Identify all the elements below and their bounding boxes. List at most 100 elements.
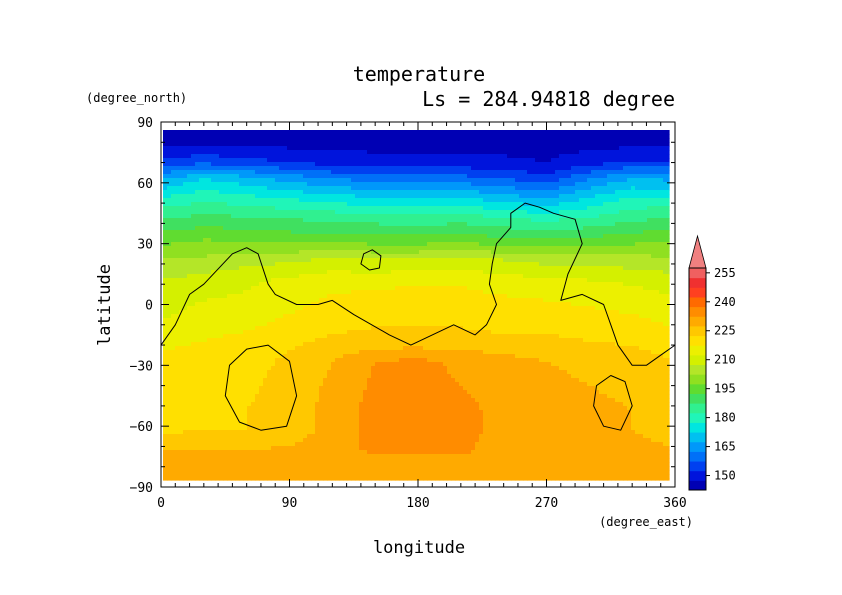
temperature-cell (335, 210, 340, 215)
temperature-cell (523, 154, 528, 159)
temperature-cell (243, 162, 248, 167)
temperature-cell (555, 218, 560, 223)
temperature-cell (635, 150, 640, 155)
temperature-cell (347, 278, 352, 283)
temperature-cell (463, 154, 468, 159)
temperature-cell (495, 202, 500, 207)
temperature-cell (175, 262, 180, 267)
temperature-cell (595, 182, 600, 187)
temperature-cell (647, 222, 652, 227)
temperature-cell (403, 174, 408, 179)
temperature-cell (347, 266, 352, 271)
temperature-cell (555, 154, 560, 159)
temperature-cell (643, 134, 648, 139)
temperature-cell (163, 286, 168, 291)
temperature-cell (591, 150, 596, 155)
temperature-cell (227, 190, 232, 195)
temperature-cell (475, 130, 480, 135)
temperature-cell (235, 138, 240, 143)
temperature-cell (431, 158, 436, 163)
temperature-cell (587, 282, 592, 287)
temperature-cell (203, 226, 208, 231)
temperature-cell (423, 166, 428, 171)
temperature-cell (407, 162, 412, 167)
temperature-cell (251, 202, 256, 207)
temperature-cell (615, 174, 620, 179)
temperature-cell (371, 178, 376, 183)
temperature-cell (307, 158, 312, 163)
temperature-cell (339, 250, 344, 255)
temperature-cell (275, 242, 280, 247)
temperature-cell (251, 222, 256, 227)
temperature-cell (507, 178, 512, 183)
temperature-cell (503, 146, 508, 151)
temperature-cell (563, 258, 568, 263)
temperature-cell (475, 270, 480, 275)
temperature-cell (279, 174, 284, 179)
temperature-cell (615, 134, 620, 139)
temperature-cell (635, 238, 640, 243)
temperature-cell (319, 278, 324, 283)
temperature-cell (387, 202, 392, 207)
temperature-cell (403, 190, 408, 195)
temperature-cell (555, 190, 560, 195)
temperature-cell (603, 242, 608, 247)
temperature-cell (259, 258, 264, 263)
temperature-cell (359, 178, 364, 183)
temperature-cell (455, 202, 460, 207)
temperature-cell (523, 166, 528, 171)
temperature-cell (195, 194, 200, 199)
temperature-cell (383, 174, 388, 179)
temperature-cell (523, 230, 528, 235)
temperature-cell (407, 130, 412, 135)
temperature-cell (611, 142, 616, 147)
temperature-cell (339, 186, 344, 191)
temperature-cell (615, 266, 620, 271)
temperature-cell (247, 142, 252, 147)
temperature-cell (495, 174, 500, 179)
temperature-cell (327, 194, 332, 199)
temperature-cell (627, 278, 632, 283)
temperature-cell (523, 242, 528, 247)
temperature-cell (243, 222, 248, 227)
temperature-cell (295, 146, 300, 151)
temperature-cell (507, 150, 512, 155)
temperature-cell (415, 162, 420, 167)
temperature-cell (419, 146, 424, 151)
temperature-cell (303, 234, 308, 239)
temperature-cell (563, 186, 568, 191)
temperature-cell (327, 274, 332, 279)
temperature-cell (635, 214, 640, 219)
temperature-cell (603, 170, 608, 175)
temperature-cell (567, 186, 572, 191)
temperature-cell (463, 190, 468, 195)
temperature-cell (183, 182, 188, 187)
temperature-cell (539, 182, 544, 187)
temperature-cell (499, 182, 504, 187)
temperature-cell (587, 162, 592, 167)
temperature-cell (351, 222, 356, 227)
temperature-cell (259, 194, 264, 199)
temperature-cell (323, 158, 328, 163)
temperature-cell (303, 278, 308, 283)
temperature-cell (415, 250, 420, 255)
temperature-cell (487, 270, 492, 275)
temperature-cell (387, 246, 392, 251)
temperature-cell (475, 266, 480, 271)
temperature-cell (571, 150, 576, 155)
temperature-cell (163, 182, 168, 187)
temperature-cell (335, 162, 340, 167)
temperature-cell (243, 178, 248, 183)
temperature-cell (415, 258, 420, 263)
temperature-cell (479, 266, 484, 271)
temperature-cell (319, 146, 324, 151)
temperature-cell (531, 182, 536, 187)
temperature-cell (503, 274, 508, 279)
temperature-cell (291, 158, 296, 163)
temperature-cell (187, 250, 192, 255)
temperature-cell (491, 226, 496, 231)
temperature-cell (447, 134, 452, 139)
temperature-cell (451, 182, 456, 187)
temperature-cell (583, 214, 588, 219)
temperature-cell (435, 202, 440, 207)
